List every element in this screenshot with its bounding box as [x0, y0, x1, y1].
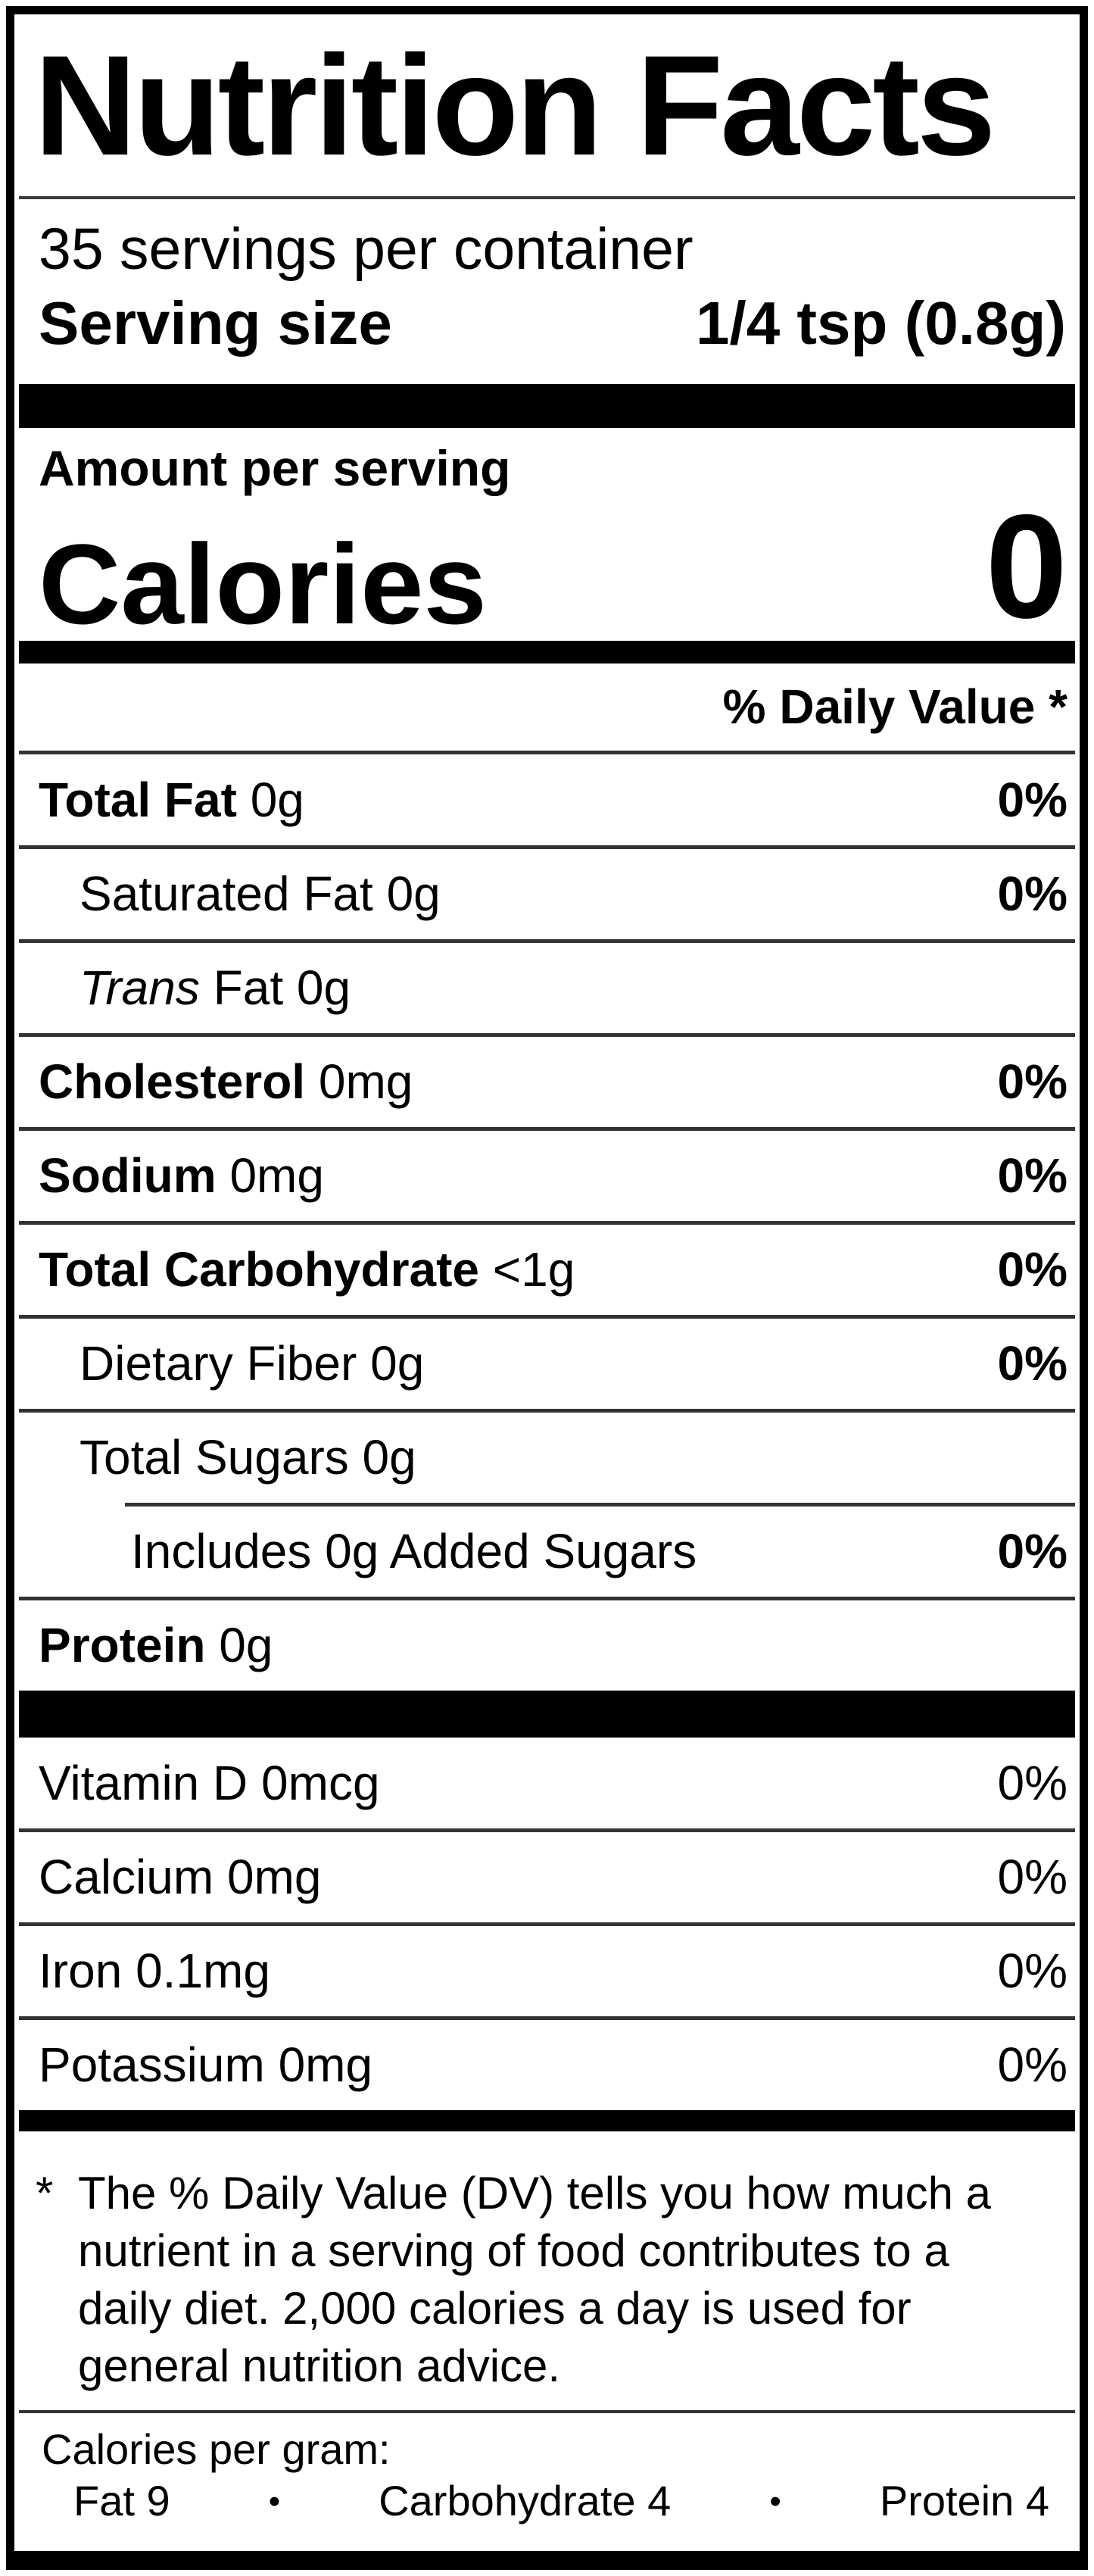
calories-per-gram-values: Fat 9 • Carbohydrate 4 • Protein 4: [19, 2478, 1075, 2524]
serving-size-row: Serving size 1/4 tsp (0.8g): [19, 287, 1075, 360]
footnote-line: nutrient in a serving of food contribute…: [78, 2225, 949, 2276]
nutrient-name: Protein 0g: [39, 1618, 273, 1673]
nutrient-name: Vitamin D 0mcg: [39, 1755, 380, 1810]
row-iron: Iron 0.1mg 0%: [19, 1922, 1075, 2016]
serving-size-value: 1/4 tsp (0.8g): [695, 289, 1066, 358]
nutrient-name: Total Fat 0g: [39, 772, 304, 827]
calories-value: 0: [985, 483, 1068, 649]
servings-per-container: 35 servings per container: [39, 216, 693, 282]
serving-size-label: Serving size: [39, 289, 392, 358]
footer-separator: [19, 2409, 1075, 2413]
nutrient-name: Saturated Fat 0g: [79, 866, 441, 922]
row-cholesterol: Cholesterol 0mg 0%: [19, 1032, 1075, 1127]
nutrient-dv: 0%: [997, 866, 1068, 922]
nutrient-dv: 0%: [997, 1850, 1068, 1905]
nutrient-name: Total Carbohydrate <1g: [39, 1242, 575, 1297]
row-potassium: Potassium 0mg 0%: [19, 2016, 1075, 2110]
nutrient-name: Sodium 0mg: [39, 1148, 324, 1204]
nutrient-dv: 0%: [997, 1148, 1068, 1204]
row-total-sugars: Total Sugars 0g: [19, 1408, 1075, 1503]
daily-value-footnote: * The % Daily Value (DV) tells you how m…: [19, 2131, 1075, 2395]
label-title: Nutrition Facts: [19, 14, 1075, 199]
row-calcium: Calcium 0mg 0%: [19, 1828, 1075, 1922]
nutrient-name: Includes 0g Added Sugars: [131, 1524, 697, 1579]
row-protein: Protein 0g: [19, 1596, 1075, 1691]
row-total-carbohydrate: Total Carbohydrate <1g 0%: [19, 1220, 1075, 1315]
calories-row: Calories 0: [19, 483, 1075, 649]
divider-bar-thick: [19, 1690, 1075, 1738]
nutrient-name: Cholesterol 0mg: [39, 1054, 413, 1110]
amount-per-serving-label: Amount per serving: [39, 440, 511, 497]
footnote-line: daily diet. 2,000 calories a day is used…: [78, 2282, 912, 2334]
row-saturated-fat: Saturated Fat 0g 0%: [19, 845, 1075, 939]
footnote-text: The % Daily Value (DV) tells you how muc…: [78, 2165, 991, 2395]
nutrient-dv: 0%: [997, 772, 1068, 827]
row-vitamin-d: Vitamin D 0mcg 0%: [19, 1738, 1075, 1828]
nutrient-dv: 0%: [997, 1336, 1068, 1391]
bullet-icon: •: [268, 2482, 281, 2520]
row-trans-fat: Trans Fat 0g: [19, 938, 1075, 1033]
nutrient-dv: 0%: [997, 1054, 1068, 1110]
row-total-fat: Total Fat 0g 0%: [19, 754, 1075, 845]
nutrient-name: Total Sugars 0g: [79, 1430, 416, 1485]
footnote-asterisk: *: [36, 2167, 54, 2218]
nutrient-name: Potassium 0mg: [39, 2037, 373, 2093]
bullet-icon: •: [769, 2482, 781, 2520]
row-dietary-fiber: Dietary Fiber 0g 0%: [19, 1314, 1075, 1409]
calories-label: Calories: [39, 520, 487, 648]
footnote-line: general nutrition advice.: [78, 2340, 561, 2391]
nutrient-dv: 0%: [997, 2037, 1068, 2093]
row-sodium: Sodium 0mg 0%: [19, 1126, 1075, 1221]
calories-per-gram-label: Calories per gram:: [42, 2425, 391, 2473]
nutrient-name: Calcium 0mg: [39, 1850, 322, 1905]
row-added-sugars: Includes 0g Added Sugars 0%: [125, 1502, 1075, 1597]
nutrient-dv: 0%: [997, 1242, 1068, 1297]
divider-bar-medium: [19, 2109, 1075, 2131]
cpg-carbohydrate: Carbohydrate 4: [379, 2477, 672, 2525]
nutrient-dv: 0%: [997, 1944, 1068, 1999]
divider-bar-medium: [19, 640, 1075, 664]
cpg-fat: Fat 9: [73, 2477, 170, 2525]
divider-bar-thick: [19, 384, 1075, 429]
nutrient-name: Dietary Fiber 0g: [79, 1336, 425, 1391]
nutrient-dv: 0%: [997, 1524, 1068, 1579]
nutrition-facts-label: Nutrition Facts 35 servings per containe…: [6, 6, 1088, 2570]
nutrient-name: Trans Fat 0g: [79, 960, 351, 1016]
cpg-protein: Protein 4: [879, 2477, 1049, 2525]
nutrient-name: Iron 0.1mg: [39, 1944, 270, 1999]
nutrient-dv: 0%: [997, 1755, 1068, 1810]
footnote-line: The % Daily Value (DV) tells you how muc…: [78, 2167, 992, 2218]
daily-value-header: % Daily Value *: [19, 664, 1075, 754]
